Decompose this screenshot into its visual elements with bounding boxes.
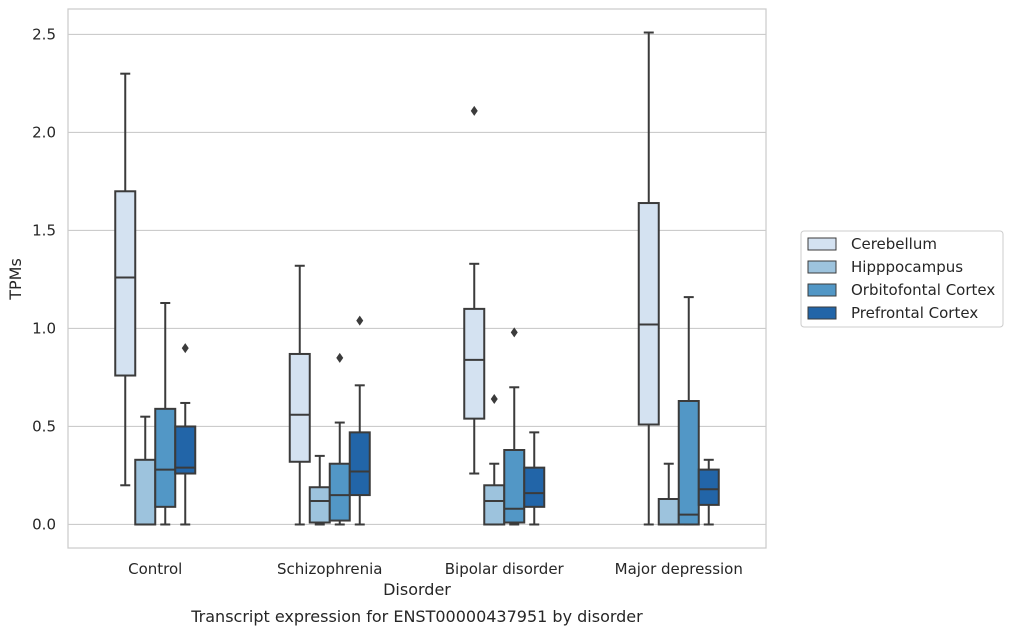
y-tick-label: 1.5 bbox=[32, 221, 56, 239]
legend: Cerebellum Hipppocampus Orbitofontal Corte… bbox=[800, 230, 1004, 328]
box-prefrontal-cortex bbox=[174, 343, 197, 526]
legend-swatch bbox=[807, 237, 837, 251]
y-tick-label: 1.0 bbox=[32, 319, 56, 337]
box-iqr bbox=[483, 484, 506, 526]
box-iqr bbox=[657, 498, 680, 526]
box-iqr bbox=[154, 407, 177, 508]
legend-label: Prefrontal Cortex bbox=[851, 304, 978, 322]
outlier-point bbox=[336, 352, 344, 363]
box-iqr bbox=[523, 466, 546, 508]
y-tick-label: 2.5 bbox=[32, 25, 56, 43]
box-iqr bbox=[697, 468, 720, 506]
box-iqr bbox=[677, 400, 700, 526]
y-tick-label: 0.5 bbox=[32, 417, 56, 435]
box-orbitofontal-cortex bbox=[328, 352, 351, 526]
x-axis-label: Disorder bbox=[383, 580, 451, 599]
box-prefrontal-cortex bbox=[697, 458, 720, 526]
legend-label: Cerebellum bbox=[851, 235, 937, 253]
box-cerebellum bbox=[114, 72, 137, 487]
box-iqr bbox=[134, 458, 157, 526]
x-tick-label: Control bbox=[128, 560, 182, 578]
box-iqr bbox=[328, 462, 351, 522]
box-hipppocampus bbox=[134, 415, 157, 526]
box-iqr bbox=[637, 202, 660, 426]
legend-swatch bbox=[807, 306, 837, 320]
legend-swatch bbox=[807, 283, 837, 297]
x-tick-label: Schizophrenia bbox=[277, 560, 382, 578]
outlier-point bbox=[490, 394, 498, 405]
box-orbitofontal-cortex bbox=[677, 296, 700, 526]
box-iqr bbox=[463, 307, 486, 420]
outlier-point bbox=[510, 327, 518, 338]
box-prefrontal-cortex bbox=[523, 431, 546, 526]
box-hipppocampus bbox=[483, 394, 506, 526]
x-tick-label: Bipolar disorder bbox=[445, 560, 565, 578]
plot-area-frame bbox=[67, 8, 767, 549]
box-iqr bbox=[348, 431, 371, 497]
legend-frame bbox=[800, 230, 1004, 328]
y-tick-labels: 0.0 0.5 1.0 1.5 2.0 2.5 bbox=[32, 25, 56, 533]
x-tick-label: Major depression bbox=[615, 560, 743, 578]
box-iqr bbox=[288, 352, 311, 463]
box-hipppocampus bbox=[657, 462, 680, 526]
box-hipppocampus bbox=[308, 454, 331, 526]
x-tick-labels: Control Schizophrenia Bipolar disorder Majo… bbox=[128, 560, 743, 578]
chart-title: Transcript expression for ENST0000043795… bbox=[190, 607, 643, 626]
box-prefrontal-cortex bbox=[348, 315, 371, 526]
outlier-point bbox=[356, 315, 364, 326]
legend-label: Hipppocampus bbox=[851, 258, 963, 276]
legend-label: Orbitofontal Cortex bbox=[851, 281, 995, 299]
y-tick-label: 0.0 bbox=[32, 515, 56, 533]
box-orbitofontal-cortex bbox=[154, 302, 177, 526]
box-cerebellum bbox=[637, 31, 660, 526]
box-iqr bbox=[114, 190, 137, 377]
y-tick-label: 2.0 bbox=[32, 123, 56, 141]
box-iqr bbox=[308, 486, 331, 524]
box-cerebellum bbox=[288, 264, 311, 526]
outlier-point bbox=[181, 343, 189, 354]
box-iqr bbox=[174, 425, 197, 475]
outlier-point bbox=[470, 105, 478, 116]
box-iqr bbox=[503, 449, 526, 524]
legend-swatch bbox=[807, 260, 837, 274]
y-axis-label: TPMs bbox=[6, 258, 25, 301]
boxes bbox=[114, 31, 720, 526]
box-cerebellum bbox=[463, 105, 486, 475]
